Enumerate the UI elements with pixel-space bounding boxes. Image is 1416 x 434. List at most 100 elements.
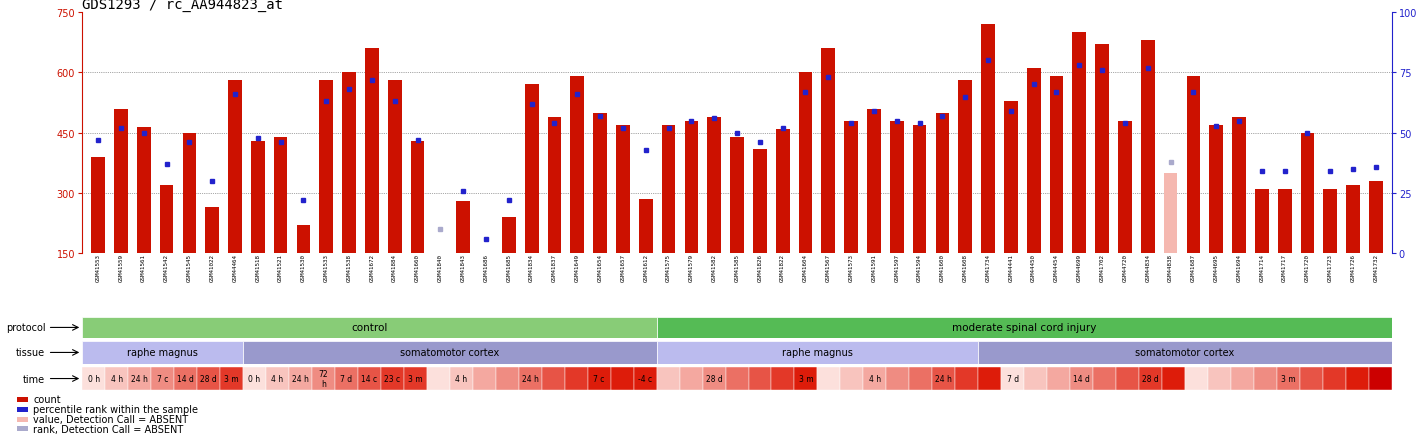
Text: GSM44699: GSM44699 [1076,254,1082,282]
Bar [817,367,841,390]
Text: GSM41600: GSM41600 [940,254,944,282]
Bar [610,367,633,390]
Bar [889,122,903,254]
Bar [496,367,518,390]
Bar [1116,367,1138,390]
Text: GSM41717: GSM41717 [1281,254,1287,282]
Bar [844,122,858,254]
Bar [479,254,493,290]
Text: 3 m: 3 m [408,374,422,383]
Text: GSM41582: GSM41582 [712,254,716,282]
Text: GSM41714: GSM41714 [1259,254,1264,282]
Text: GSM41685: GSM41685 [507,254,511,282]
Text: 28 d: 28 d [705,374,722,383]
Text: 7 d: 7 d [340,374,353,383]
Text: GSM41822: GSM41822 [780,254,784,282]
Bar [981,25,995,254]
Bar [978,341,1392,364]
Text: 24 h: 24 h [521,374,538,383]
Bar [657,367,680,390]
Text: GSM41553: GSM41553 [96,254,101,282]
Text: GSM41542: GSM41542 [164,254,169,282]
Text: GSM41559: GSM41559 [119,254,123,282]
Text: GSM41518: GSM41518 [255,254,261,282]
Text: GSM44720: GSM44720 [1123,254,1127,282]
Text: GSM41649: GSM41649 [575,254,579,282]
Text: GSM41720: GSM41720 [1306,254,1310,282]
Text: GSM44838: GSM44838 [1168,254,1172,282]
Bar [183,134,197,254]
Text: GSM41837: GSM41837 [552,254,556,282]
Bar [978,367,1001,390]
Text: GSM41591: GSM41591 [871,254,877,282]
Bar [639,200,653,254]
Text: 14 d: 14 d [177,374,194,383]
Bar [152,367,174,390]
Bar [772,367,794,390]
Bar [657,317,1392,338]
Text: GSM41672: GSM41672 [370,254,374,282]
Bar [115,109,127,254]
Bar [17,407,28,412]
Bar [725,367,749,390]
Text: GSM44834: GSM44834 [1146,254,1150,282]
Text: -4 c: -4 c [639,374,653,383]
Bar [1024,367,1048,390]
Text: GDS1293 / rc_AA944823_at: GDS1293 / rc_AA944823_at [82,0,283,12]
Text: 3 m: 3 m [224,374,239,383]
Text: GSM41608: GSM41608 [963,254,967,282]
Text: GSM41604: GSM41604 [803,254,809,282]
Text: GSM41573: GSM41573 [848,254,854,282]
Text: 3 m: 3 m [1281,374,1296,383]
Bar [1277,367,1300,390]
Text: GSM41687: GSM41687 [1191,254,1197,282]
Bar [1070,367,1093,390]
Text: 28 d: 28 d [200,374,217,383]
Bar [17,426,28,431]
Text: moderate spinal cord injury: moderate spinal cord injury [952,323,1096,332]
Bar [160,186,173,254]
Bar [273,138,287,254]
Text: GSM41834: GSM41834 [530,254,534,282]
Text: GSM41660: GSM41660 [415,254,421,282]
Text: GSM41694: GSM41694 [1236,254,1242,282]
Bar [794,367,817,390]
Bar [913,125,926,254]
Bar [708,117,721,254]
Text: 0 h: 0 h [88,374,99,383]
Bar [244,367,266,390]
Bar [105,367,127,390]
Text: GSM41884: GSM41884 [392,254,398,282]
Bar [1255,190,1269,254]
Text: 72
h: 72 h [319,369,329,388]
Bar [542,367,565,390]
Text: GSM41657: GSM41657 [620,254,626,282]
Text: 24 h: 24 h [292,374,309,383]
Bar [518,367,542,390]
Bar [749,367,772,390]
Text: 4 h: 4 h [869,374,881,383]
Text: GSM41561: GSM41561 [142,254,146,282]
Bar [633,367,657,390]
Bar [593,113,607,254]
Text: value, Detection Call = ABSENT: value, Detection Call = ABSENT [34,414,188,424]
Bar [17,397,28,402]
Text: 14 d: 14 d [1073,374,1090,383]
Bar [1187,77,1201,254]
Bar [1301,134,1314,254]
Text: GSM41567: GSM41567 [826,254,831,282]
Bar [565,367,588,390]
Bar [932,367,956,390]
Bar [1277,190,1291,254]
Text: GSM44695: GSM44695 [1214,254,1219,282]
Text: time: time [23,374,45,384]
Text: 7 c: 7 c [593,374,605,383]
Bar [661,125,675,254]
Bar [219,367,244,390]
Bar [821,49,835,254]
Text: GSM41843: GSM41843 [460,254,466,282]
Text: GSM41545: GSM41545 [187,254,193,282]
Text: GSM41826: GSM41826 [758,254,762,282]
Bar [503,218,515,254]
Text: GSM41654: GSM41654 [598,254,603,282]
